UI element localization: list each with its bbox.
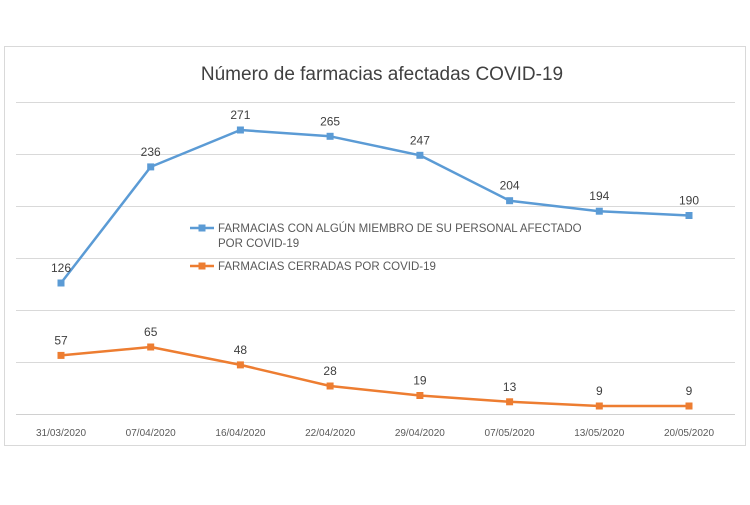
data-point [147, 343, 155, 351]
data-labels: 126 236 271 265 247 204 194 190 57 65 48 28 19 13 9 9 [51, 108, 699, 398]
data-label: 247 [410, 133, 430, 147]
data-point [416, 151, 424, 159]
series-line-2 [60, 345, 689, 408]
x-tick-label: 29/04/2020 [395, 428, 445, 439]
chart-area-border [4, 46, 746, 446]
data-point [416, 392, 424, 399]
data-label: 126 [51, 261, 71, 275]
x-tick-label: 31/03/2020 [36, 428, 86, 439]
data-point [236, 126, 244, 134]
data-point [595, 207, 603, 215]
legend: FARMACIAS CON ALGÚN MIEMBRO DE SU PERSON… [190, 222, 582, 273]
legend-marker-1 [198, 224, 206, 232]
legend-marker-2 [198, 262, 206, 270]
data-point [57, 351, 65, 359]
x-tick-label: 07/05/2020 [485, 428, 535, 439]
data-label: 19 [413, 374, 427, 388]
data-label: 9 [596, 384, 603, 398]
data-label: 271 [230, 108, 250, 122]
data-point [685, 402, 693, 410]
x-tick-label: 16/04/2020 [215, 428, 265, 439]
legend-label-2: FARMACIAS CERRADAS POR COVID-19 [218, 261, 436, 273]
data-point [147, 163, 155, 171]
data-point [57, 279, 65, 287]
data-label: 9 [686, 384, 693, 398]
chart-title: Número de farmacias afectadas COVID-19 [201, 64, 563, 85]
data-point [506, 398, 514, 406]
data-point [595, 402, 603, 410]
data-label: 265 [320, 114, 340, 128]
legend-label-1: FARMACIAS CON ALGÚN MIEMBRO DE SU PERSON… [218, 222, 582, 250]
series-line-1 [60, 128, 690, 284]
series-group [57, 126, 693, 410]
data-label: 57 [54, 333, 68, 347]
data-point [506, 197, 514, 205]
x-tick-label: 13/05/2020 [574, 428, 624, 439]
x-tick-label: 22/04/2020 [305, 428, 355, 439]
data-label: 48 [234, 343, 248, 357]
data-label: 236 [141, 145, 161, 159]
gridlines [16, 102, 735, 363]
data-label: 13 [503, 380, 517, 394]
data-point [326, 382, 334, 390]
data-label: 204 [500, 179, 520, 193]
data-label: 194 [589, 189, 609, 203]
data-point [236, 361, 244, 369]
x-axis: 31/03/2020 07/04/2020 16/04/2020 22/04/2020… [16, 414, 735, 439]
x-tick-label: 20/05/2020 [664, 428, 714, 439]
data-label: 190 [679, 194, 699, 208]
data-point [326, 132, 334, 140]
data-label: 28 [323, 364, 337, 378]
data-point [685, 212, 693, 219]
x-tick-label: 07/04/2020 [126, 428, 176, 439]
data-label: 65 [144, 325, 158, 339]
